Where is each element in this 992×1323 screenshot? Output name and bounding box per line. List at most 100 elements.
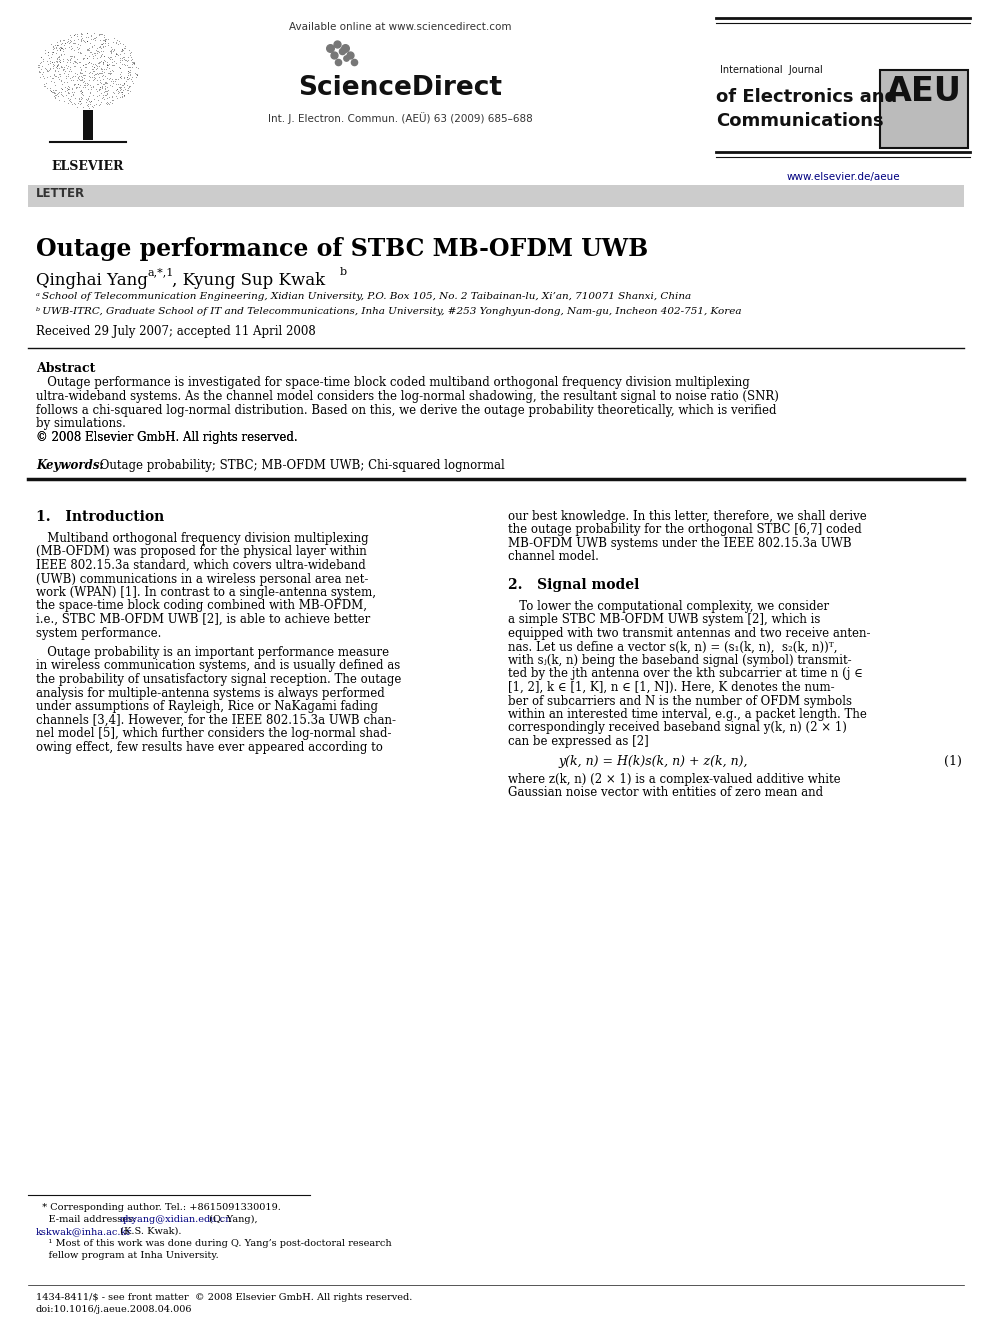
Point [87, 67, 103, 89]
Point [116, 77, 132, 98]
Point [103, 40, 119, 61]
Point [97, 30, 113, 52]
Point [62, 77, 77, 98]
Point [123, 69, 139, 90]
Point [96, 29, 112, 50]
Point [90, 73, 106, 94]
Point [65, 83, 81, 105]
Point [124, 57, 140, 78]
Point [55, 60, 70, 81]
Point [76, 57, 92, 78]
Point [118, 49, 134, 70]
Point [73, 58, 89, 79]
Point [89, 81, 105, 102]
Point [70, 74, 86, 95]
Point [34, 56, 50, 77]
Point [87, 54, 103, 75]
Point [52, 40, 67, 61]
Point [119, 67, 135, 89]
Text: Abstract: Abstract [36, 363, 95, 374]
Point [91, 46, 107, 67]
Point [87, 58, 103, 79]
Point [58, 65, 73, 86]
Point [112, 77, 128, 98]
Point [82, 94, 98, 115]
Point [49, 56, 64, 77]
Point [130, 57, 146, 78]
Text: analysis for multiple-antenna systems is always performed: analysis for multiple-antenna systems is… [36, 687, 385, 700]
Text: equipped with two transmit antennas and two receive anten-: equipped with two transmit antennas and … [508, 627, 871, 640]
Text: ᵃ School of Telecommunication Engineering, Xidian University, P.O. Box 105, No. : ᵃ School of Telecommunication Engineerin… [36, 292, 691, 302]
Point [81, 75, 97, 97]
Point [89, 37, 105, 58]
Point [62, 60, 78, 81]
Point [88, 56, 104, 77]
Point [54, 44, 69, 65]
Point [329, 33, 345, 54]
Point [73, 70, 89, 91]
Point [81, 33, 97, 54]
Point [55, 74, 70, 95]
Point [39, 50, 55, 71]
Point [101, 48, 117, 69]
Point [97, 73, 113, 94]
Point [117, 37, 133, 58]
Point [95, 52, 111, 73]
Point [76, 60, 92, 81]
Point [46, 85, 62, 106]
Point [107, 70, 123, 91]
Bar [83, 110, 93, 140]
Point [92, 24, 108, 45]
Point [116, 73, 132, 94]
Point [42, 58, 58, 79]
Point [76, 64, 92, 85]
Point [42, 78, 58, 99]
Point [49, 37, 64, 58]
Point [70, 77, 86, 98]
Text: AEU: AEU [886, 75, 962, 108]
Point [93, 62, 109, 83]
Point [122, 75, 138, 97]
Point [97, 30, 113, 52]
Point [67, 56, 83, 77]
Point [75, 77, 91, 98]
Point [47, 87, 62, 108]
Point [124, 66, 140, 87]
Point [48, 50, 63, 71]
Point [31, 61, 47, 82]
Point [111, 30, 127, 52]
Point [112, 44, 128, 65]
Point [66, 82, 82, 103]
Point [346, 52, 362, 73]
Point [58, 33, 73, 54]
Point [94, 61, 110, 82]
Point [111, 77, 127, 98]
Point [50, 54, 65, 75]
Point [100, 79, 116, 101]
Point [124, 52, 140, 73]
Point [101, 67, 117, 89]
Point [66, 32, 82, 53]
Text: Outage performance is investigated for space-time block coded multiband orthogon: Outage performance is investigated for s… [36, 376, 750, 389]
Bar [880, 70, 968, 148]
Point [56, 29, 71, 50]
Point [95, 52, 111, 73]
Text: * Corresponding author. Tel.: +8615091330019.: * Corresponding author. Tel.: +861509133… [36, 1203, 281, 1212]
Point [75, 48, 91, 69]
Point [119, 54, 135, 75]
Point [79, 73, 95, 94]
Point [120, 49, 136, 70]
Point [94, 65, 110, 86]
Point [51, 45, 66, 66]
Point [96, 26, 112, 48]
Point [64, 65, 80, 86]
Point [64, 45, 80, 66]
Point [115, 75, 131, 97]
Text: qhyang@xidian.edu.cn: qhyang@xidian.edu.cn [120, 1215, 232, 1224]
Point [80, 73, 96, 94]
Point [82, 53, 98, 74]
Point [114, 38, 130, 60]
Point [120, 62, 136, 83]
Point [56, 44, 71, 65]
Point [108, 42, 124, 64]
